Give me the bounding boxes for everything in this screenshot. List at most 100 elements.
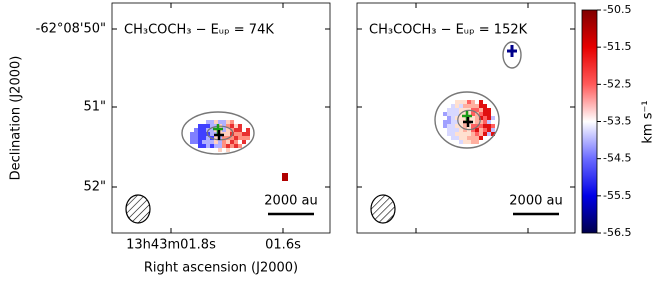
map-pixel	[218, 144, 222, 148]
map-pixel	[475, 136, 479, 140]
panel-title: CH₃COCH₃ − Eᵤₚ = 74K	[124, 23, 274, 38]
map-pixel	[226, 144, 230, 148]
map-pixel	[226, 124, 230, 128]
map-pixel	[206, 144, 210, 148]
map-pixel	[483, 120, 487, 124]
map-pixel	[202, 144, 206, 148]
map-pixel	[455, 108, 459, 112]
colorbar-tick-label: -56.5	[603, 226, 631, 239]
map-pixel	[451, 128, 455, 132]
map-pixel	[447, 132, 451, 136]
map-pixel	[455, 124, 459, 128]
y-tick-label: -62°08'50"	[36, 22, 106, 37]
contour	[181, 111, 255, 155]
map-pixel	[230, 144, 234, 148]
map-pixel	[459, 100, 463, 104]
map-pixel	[471, 116, 475, 120]
map-pixel	[222, 140, 226, 144]
map-pixel	[459, 128, 463, 132]
source-marker	[507, 45, 517, 57]
source-marker	[214, 130, 224, 140]
map-pixel	[475, 120, 479, 124]
beam	[370, 194, 396, 224]
map-pixel	[451, 124, 455, 128]
map-pixel	[463, 124, 467, 128]
map-pixel	[238, 144, 242, 148]
map-pixel	[471, 128, 475, 132]
map-pixel	[198, 124, 202, 128]
map-pixel	[226, 140, 230, 144]
map-pixel	[242, 136, 246, 140]
panels: CH₃COCH₃ − Eᵤₚ = 74K 2000 au CH₃COCH₃ − Eᵤ…	[111, 2, 576, 234]
map-pixel	[479, 112, 483, 116]
x-axis-label: Right ascension (J2000)	[144, 261, 298, 276]
map-pixel	[479, 128, 483, 132]
map-pixel	[455, 104, 459, 108]
map-pixel	[210, 128, 214, 132]
map-pixel	[234, 132, 238, 136]
y-tick-label: 51"	[83, 100, 106, 115]
map-pixel	[443, 120, 447, 124]
map-pixel	[483, 132, 487, 136]
map-pixel	[210, 124, 214, 128]
contour	[434, 91, 500, 149]
map-pixel	[467, 132, 471, 136]
map-pixel	[198, 128, 202, 132]
map-pixel	[455, 136, 459, 140]
map-pixel	[194, 128, 198, 132]
map-pixel	[447, 120, 451, 124]
map-pixel	[487, 132, 491, 136]
map-pixel	[447, 124, 451, 128]
map-pixel	[483, 116, 487, 120]
map-pixel	[226, 132, 230, 136]
map-pixel	[190, 136, 194, 140]
map-pixel	[475, 116, 479, 120]
map-pixel	[475, 104, 479, 108]
map-pixel	[475, 108, 479, 112]
map-pixel	[483, 108, 487, 112]
map-pixel	[214, 136, 218, 140]
map-pixel	[491, 128, 495, 132]
map-pixel	[210, 140, 214, 144]
map-pixel	[487, 120, 491, 124]
map-pixel	[194, 132, 198, 136]
map-pixel	[479, 108, 483, 112]
map-pixel	[471, 136, 475, 140]
map-pixel	[463, 104, 467, 108]
map-pixel	[206, 140, 210, 144]
map-pixel	[479, 104, 483, 108]
x-tick-label: 01.6s	[265, 238, 301, 253]
map-pixel	[443, 112, 447, 116]
map-pixel	[214, 144, 218, 148]
map-pixel	[471, 104, 475, 108]
map-pixel	[467, 100, 471, 104]
map-pixel	[491, 124, 495, 128]
map-pixel	[467, 136, 471, 140]
map-pixel	[475, 140, 479, 144]
map-pixel	[483, 112, 487, 116]
map-pixel	[447, 112, 451, 116]
map-pixel	[471, 132, 475, 136]
colorbar-tick-label: -53.5	[603, 115, 631, 128]
map-pixel	[471, 124, 475, 128]
map-pixel	[222, 144, 226, 148]
map-pixel	[234, 124, 238, 128]
map-pixel	[206, 136, 210, 140]
map-pixel	[455, 100, 459, 104]
map-pixel	[471, 140, 475, 144]
map-pixel	[242, 132, 246, 136]
map-pixel	[230, 132, 234, 136]
beam	[125, 194, 151, 224]
map-pixel	[246, 128, 250, 132]
map-pixel	[210, 120, 214, 124]
map-pixel	[234, 140, 238, 144]
map-pixel	[479, 136, 483, 140]
map-pixel	[479, 124, 483, 128]
map-pixel	[475, 132, 479, 136]
map-pixel	[451, 136, 455, 140]
map-pixel	[246, 132, 250, 136]
map-pixel	[234, 128, 238, 132]
map-pixel	[459, 116, 463, 120]
map-pixel	[455, 112, 459, 116]
map-pixel	[226, 120, 230, 124]
